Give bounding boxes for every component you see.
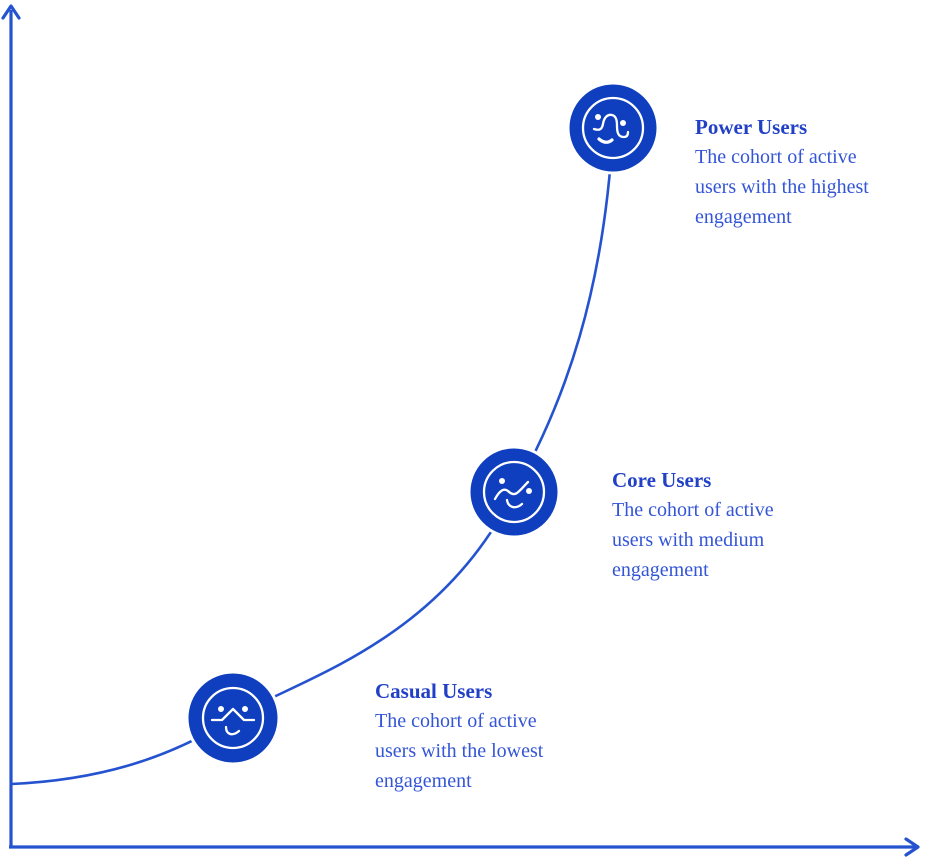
curl-nose: [592, 113, 630, 139]
growth-curve-line: [10, 129, 615, 786]
smile-mouth: [597, 137, 614, 144]
face-outline: [201, 686, 265, 750]
core-users-desc-line: The cohort of active: [612, 499, 774, 521]
face-outline: [482, 460, 546, 524]
casual-node-disc: [185, 670, 281, 766]
power-face-icon: [581, 96, 645, 160]
core-users-title: Core Users: [612, 468, 712, 492]
y-axis: [1, 4, 21, 848]
left-eye: [499, 478, 505, 484]
power-node-disc: [566, 81, 660, 175]
node-core-users: [467, 445, 561, 539]
core-users-desc-line: users with medium: [612, 529, 765, 551]
casual-users-desc-line: The cohort of active: [375, 710, 537, 732]
power-users-title: Power Users: [695, 115, 808, 139]
right-eye: [526, 488, 532, 494]
smile-mouth: [224, 725, 241, 736]
mountain-nose: [210, 707, 256, 722]
casual-users-desc-line: users with the lowest: [375, 740, 544, 762]
left-eye: [595, 114, 601, 120]
node-casual-users: [185, 670, 281, 766]
wave-nose: [493, 480, 530, 501]
left-eye: [218, 706, 224, 712]
core-users-desc-line: engagement: [612, 559, 709, 581]
casual-users-label: Casual Users The cohort of active users …: [375, 676, 595, 796]
core-users-label: Core Users The cohort of active users wi…: [612, 465, 827, 585]
power-users-label: Power Users The cohort of active users w…: [695, 112, 920, 232]
right-eye: [242, 706, 248, 712]
power-users-desc-line: The cohort of active: [695, 146, 857, 168]
smile-mouth: [505, 498, 524, 509]
power-users-desc-line: engagement: [695, 206, 792, 228]
casual-users-desc-line: engagement: [375, 770, 472, 792]
face-outline: [581, 96, 645, 160]
power-users-desc-line: users with the highest: [695, 176, 869, 198]
casual-face-icon: [201, 686, 265, 750]
x-axis-arrow-icon: [904, 837, 920, 857]
core-face-icon: [482, 460, 546, 524]
casual-users-title: Casual Users: [375, 679, 493, 703]
right-eye: [620, 120, 626, 126]
y-axis-arrow-icon: [1, 4, 21, 20]
node-power-users: [566, 81, 660, 175]
x-axis: [9, 837, 920, 857]
core-node-disc: [467, 445, 561, 539]
